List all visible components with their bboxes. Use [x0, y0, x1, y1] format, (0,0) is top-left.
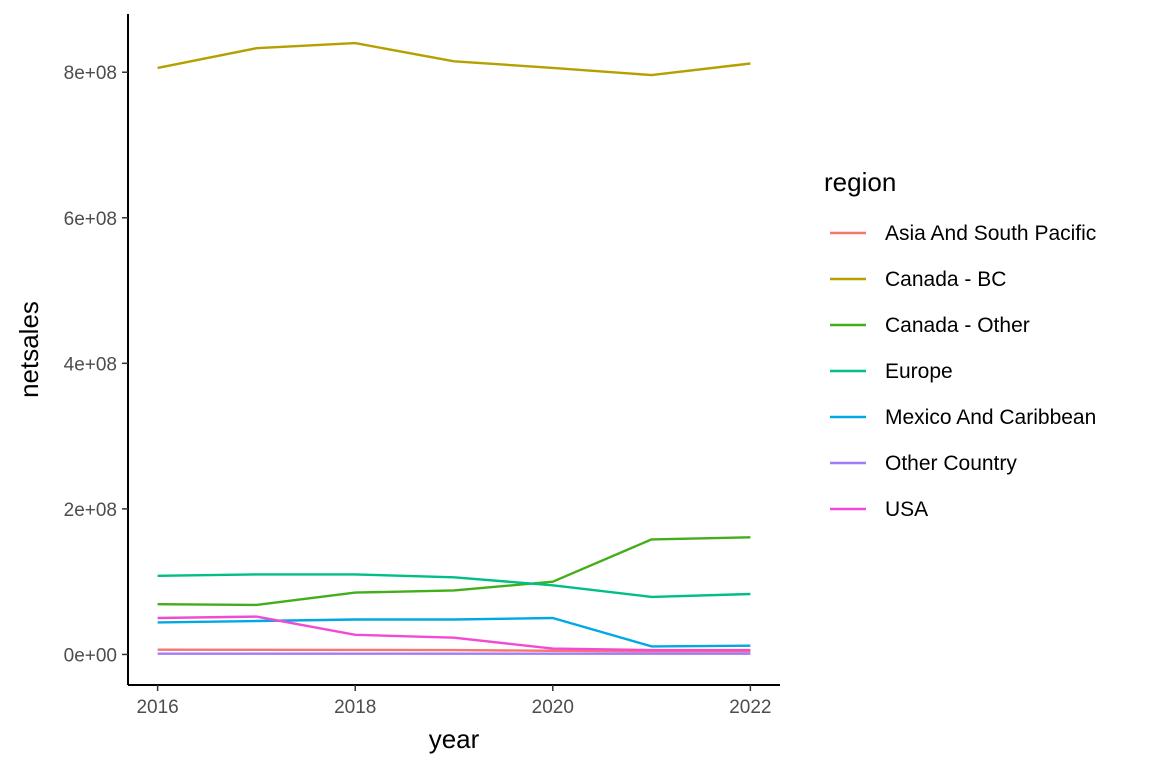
x-axis-ticks: 2016 2018 2020 2022 [136, 685, 772, 718]
plot-lines [157, 41, 751, 655]
legend-title: region [824, 167, 896, 197]
legend: Asia And South Pacific Canada - BC Canada … [830, 222, 1096, 521]
legend-item: Asia And South Pacific [830, 222, 1096, 245]
legend-item: USA [830, 498, 928, 521]
series-line-3 [157, 573, 751, 599]
legend-item: Other Country [830, 452, 1017, 475]
y-tick-label: 8e+08 [64, 63, 117, 84]
y-tick-label: 4e+08 [64, 354, 117, 375]
series-line-6 [157, 615, 751, 652]
series-line-2 [157, 536, 751, 607]
x-axis-title: year [429, 724, 480, 754]
y-tick-label: 2e+08 [64, 500, 117, 521]
y-axis-title: netsales [14, 301, 44, 398]
x-tick-label: 2018 [334, 697, 376, 718]
series-line-4 [157, 616, 751, 648]
series-line-1 [157, 41, 751, 77]
legend-item: Canada - Other [830, 314, 1030, 337]
legend-label: Mexico And Caribbean [885, 406, 1096, 429]
y-tick-label: 0e+00 [64, 645, 117, 666]
y-axis-ticks: 0e+00 2e+08 4e+08 6e+08 8e+08 [64, 63, 128, 666]
x-tick-label: 2022 [729, 697, 771, 718]
legend-label: Asia And South Pacific [885, 222, 1096, 245]
legend-label: Other Country [885, 452, 1017, 475]
x-tick-label: 2016 [136, 697, 178, 718]
legend-item: Mexico And Caribbean [830, 406, 1096, 429]
x-tick-label: 2020 [532, 697, 574, 718]
legend-label: Europe [885, 360, 953, 383]
legend-item: Europe [830, 360, 953, 383]
legend-label: Canada - Other [885, 314, 1030, 337]
y-tick-label: 6e+08 [64, 209, 117, 230]
legend-item: Canada - BC [830, 268, 1006, 291]
legend-label: USA [885, 498, 928, 521]
legend-label: Canada - BC [885, 268, 1006, 291]
